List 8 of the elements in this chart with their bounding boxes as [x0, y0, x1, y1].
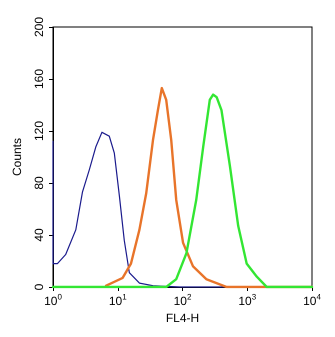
y-axis-title: Counts [10, 138, 24, 176]
y-tick-label: 160 [32, 68, 46, 90]
y-tick-label: 200 [32, 16, 46, 38]
x-axis-title: FL4-H [166, 310, 200, 325]
y-tick-label: 80 [32, 176, 46, 190]
y-tick-label: 120 [32, 120, 46, 142]
y-tick-label: 40 [32, 228, 46, 242]
y-tick-label: 0 [32, 283, 46, 290]
